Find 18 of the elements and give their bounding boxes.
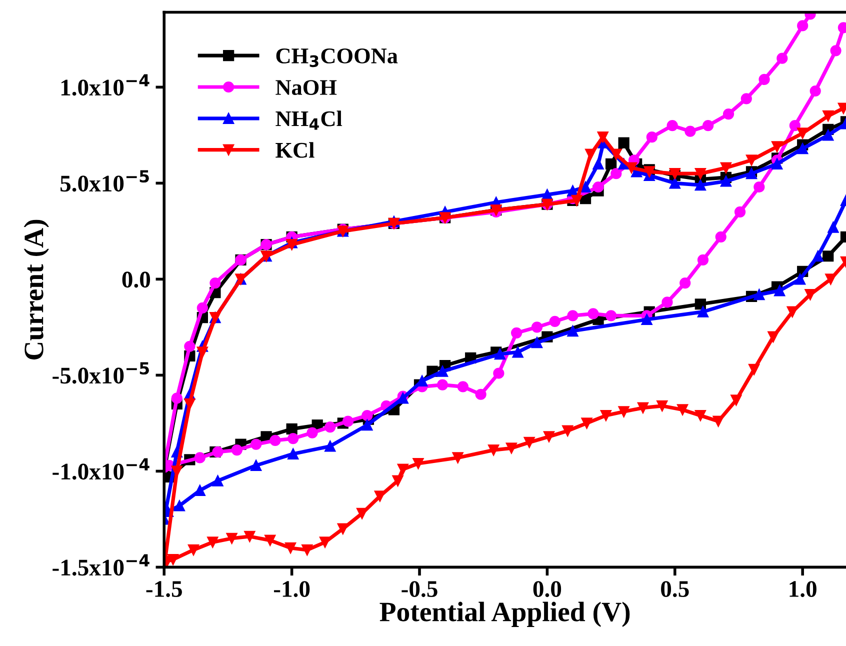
x-axis-title: Potential Applied (V) <box>380 602 630 627</box>
legend-label: NH$_{4}$Cl <box>276 110 342 130</box>
y-tick-label: -5.0x10$^{−5}$ <box>52 362 149 384</box>
x-tick-label: -0.5 <box>402 581 438 598</box>
y-tick-label: -1.0x10$^{−4}$ <box>52 458 150 480</box>
y-tick-label: 1.0x10$^{−4}$ <box>61 74 150 96</box>
x-tick-label: -1.0 <box>274 581 310 598</box>
y-tick-label: 5.0x10$^{−5}$ <box>60 170 149 192</box>
y-tick-label: -1.5x10$^{−4}$ <box>52 554 150 576</box>
legend-label: NaOH <box>276 80 337 96</box>
legend-label: KCl <box>276 142 314 158</box>
x-tick-label: 1.0 <box>790 581 816 598</box>
x-tick-label: 0.0 <box>533 581 562 598</box>
x-tick-label: -1.5 <box>146 581 182 598</box>
legend-label: CH$_{3}$COONa <box>276 48 398 68</box>
y-tick-label: 0.0 <box>122 272 150 288</box>
x-tick-label: 0.5 <box>661 581 689 598</box>
y-axis-title: Current (A) <box>24 220 49 360</box>
